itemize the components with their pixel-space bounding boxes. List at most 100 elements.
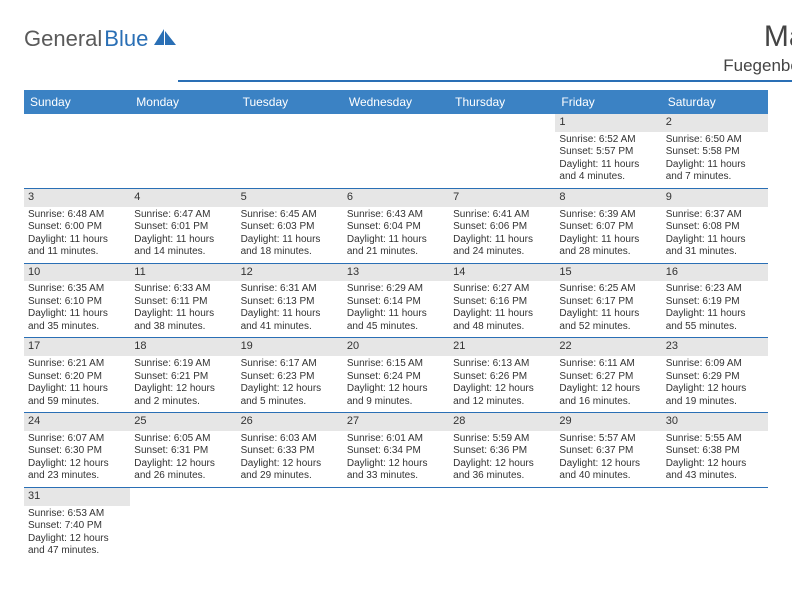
sunset-line: Sunset: 6:11 PM: [134, 296, 232, 309]
empty-cell: [130, 488, 236, 562]
sunset-line: Sunset: 6:26 PM: [453, 371, 551, 384]
day-number: 12: [237, 264, 343, 282]
sunrise-line: Sunrise: 6:47 AM: [134, 209, 232, 222]
sunset-line: Sunset: 6:38 PM: [666, 445, 764, 458]
sunrise-line: Sunrise: 6:13 AM: [453, 358, 551, 371]
day-number: 15: [555, 264, 661, 282]
sunrise-line: Sunrise: 6:09 AM: [666, 358, 764, 371]
week-row: 24Sunrise: 6:07 AMSunset: 6:30 PMDayligh…: [24, 413, 768, 488]
daylight-line: Daylight: 11 hours and 35 minutes.: [28, 308, 126, 333]
empty-cell: [449, 488, 555, 562]
sunrise-line: Sunrise: 6:05 AM: [134, 433, 232, 446]
sunset-line: Sunset: 6:27 PM: [559, 371, 657, 384]
sunrise-line: Sunrise: 6:21 AM: [28, 358, 126, 371]
day-cell: 3Sunrise: 6:48 AMSunset: 6:00 PMDaylight…: [24, 189, 130, 263]
sunrise-line: Sunrise: 6:39 AM: [559, 209, 657, 222]
day-number: 30: [662, 413, 768, 431]
day-cell: 30Sunrise: 5:55 AMSunset: 6:38 PMDayligh…: [662, 413, 768, 487]
day-number: 4: [130, 189, 236, 207]
day-number: 5: [237, 189, 343, 207]
sunrise-line: Sunrise: 6:03 AM: [241, 433, 339, 446]
month-title: March 2024: [178, 20, 792, 54]
empty-cell: [237, 488, 343, 562]
day-cell: 7Sunrise: 6:41 AMSunset: 6:06 PMDaylight…: [449, 189, 555, 263]
day-cell: 24Sunrise: 6:07 AMSunset: 6:30 PMDayligh…: [24, 413, 130, 487]
sunrise-line: Sunrise: 6:27 AM: [453, 283, 551, 296]
day-number: 31: [24, 488, 130, 506]
day-cell: 10Sunrise: 6:35 AMSunset: 6:10 PMDayligh…: [24, 264, 130, 338]
sail-icon: [152, 27, 178, 52]
day-headers-row: SundayMondayTuesdayWednesdayThursdayFrid…: [24, 90, 768, 114]
sunset-line: Sunset: 6:03 PM: [241, 221, 339, 234]
sunset-line: Sunset: 6:29 PM: [666, 371, 764, 384]
day-number: 8: [555, 189, 661, 207]
empty-cell: [343, 488, 449, 562]
day-cell: 4Sunrise: 6:47 AMSunset: 6:01 PMDaylight…: [130, 189, 236, 263]
sunset-line: Sunset: 6:04 PM: [347, 221, 445, 234]
day-cell: 17Sunrise: 6:21 AMSunset: 6:20 PMDayligh…: [24, 338, 130, 412]
sunrise-line: Sunrise: 6:37 AM: [666, 209, 764, 222]
day-cell: 1Sunrise: 6:52 AMSunset: 5:57 PMDaylight…: [555, 114, 661, 188]
sunset-line: Sunset: 6:23 PM: [241, 371, 339, 384]
sunset-line: Sunset: 6:06 PM: [453, 221, 551, 234]
sunset-line: Sunset: 6:21 PM: [134, 371, 232, 384]
day-number: 1: [555, 114, 661, 132]
sunrise-line: Sunrise: 6:19 AM: [134, 358, 232, 371]
day-cell: 16Sunrise: 6:23 AMSunset: 6:19 PMDayligh…: [662, 264, 768, 338]
day-cell: 9Sunrise: 6:37 AMSunset: 6:08 PMDaylight…: [662, 189, 768, 263]
sunset-line: Sunset: 6:10 PM: [28, 296, 126, 309]
daylight-line: Daylight: 11 hours and 24 minutes.: [453, 234, 551, 259]
sunrise-line: Sunrise: 6:15 AM: [347, 358, 445, 371]
day-number: 21: [449, 338, 555, 356]
sunrise-line: Sunrise: 5:55 AM: [666, 433, 764, 446]
day-cell: 26Sunrise: 6:03 AMSunset: 6:33 PMDayligh…: [237, 413, 343, 487]
day-cell: 8Sunrise: 6:39 AMSunset: 6:07 PMDaylight…: [555, 189, 661, 263]
header: GeneralBlue March 2024 Fuegenberg, Tyrol…: [24, 20, 768, 82]
day-number: 7: [449, 189, 555, 207]
sunset-line: Sunset: 6:14 PM: [347, 296, 445, 309]
sunset-line: Sunset: 6:33 PM: [241, 445, 339, 458]
sunset-line: Sunset: 6:17 PM: [559, 296, 657, 309]
day-cell: 13Sunrise: 6:29 AMSunset: 6:14 PMDayligh…: [343, 264, 449, 338]
day-number: 27: [343, 413, 449, 431]
sunrise-line: Sunrise: 5:59 AM: [453, 433, 551, 446]
day-number: 19: [237, 338, 343, 356]
sunrise-line: Sunrise: 6:35 AM: [28, 283, 126, 296]
empty-cell: [130, 114, 236, 188]
weeks-container: 1Sunrise: 6:52 AMSunset: 5:57 PMDaylight…: [24, 114, 768, 562]
empty-cell: [662, 488, 768, 562]
sunrise-line: Sunrise: 6:43 AM: [347, 209, 445, 222]
daylight-line: Daylight: 11 hours and 55 minutes.: [666, 308, 764, 333]
sunrise-line: Sunrise: 6:53 AM: [28, 508, 126, 521]
day-number: 26: [237, 413, 343, 431]
logo-text-blue: Blue: [104, 26, 148, 52]
sunset-line: Sunset: 6:01 PM: [134, 221, 232, 234]
sunrise-line: Sunrise: 6:07 AM: [28, 433, 126, 446]
week-row: 10Sunrise: 6:35 AMSunset: 6:10 PMDayligh…: [24, 264, 768, 339]
logo: GeneralBlue: [24, 26, 178, 52]
daylight-line: Daylight: 12 hours and 16 minutes.: [559, 383, 657, 408]
daylight-line: Daylight: 11 hours and 38 minutes.: [134, 308, 232, 333]
sunrise-line: Sunrise: 6:31 AM: [241, 283, 339, 296]
sunset-line: Sunset: 6:07 PM: [559, 221, 657, 234]
day-header: Friday: [555, 90, 661, 114]
daylight-line: Daylight: 12 hours and 12 minutes.: [453, 383, 551, 408]
day-number: 11: [130, 264, 236, 282]
day-number: 23: [662, 338, 768, 356]
day-number: 24: [24, 413, 130, 431]
day-cell: 12Sunrise: 6:31 AMSunset: 6:13 PMDayligh…: [237, 264, 343, 338]
day-cell: 25Sunrise: 6:05 AMSunset: 6:31 PMDayligh…: [130, 413, 236, 487]
daylight-line: Daylight: 11 hours and 52 minutes.: [559, 308, 657, 333]
daylight-line: Daylight: 11 hours and 4 minutes.: [559, 159, 657, 184]
week-row: 3Sunrise: 6:48 AMSunset: 6:00 PMDaylight…: [24, 189, 768, 264]
sunrise-line: Sunrise: 6:23 AM: [666, 283, 764, 296]
daylight-line: Daylight: 12 hours and 19 minutes.: [666, 383, 764, 408]
daylight-line: Daylight: 12 hours and 33 minutes.: [347, 458, 445, 483]
sunrise-line: Sunrise: 6:52 AM: [559, 134, 657, 147]
day-number: 16: [662, 264, 768, 282]
sunset-line: Sunset: 6:31 PM: [134, 445, 232, 458]
day-header: Saturday: [662, 90, 768, 114]
sunset-line: Sunset: 6:13 PM: [241, 296, 339, 309]
day-cell: 14Sunrise: 6:27 AMSunset: 6:16 PMDayligh…: [449, 264, 555, 338]
day-cell: 18Sunrise: 6:19 AMSunset: 6:21 PMDayligh…: [130, 338, 236, 412]
